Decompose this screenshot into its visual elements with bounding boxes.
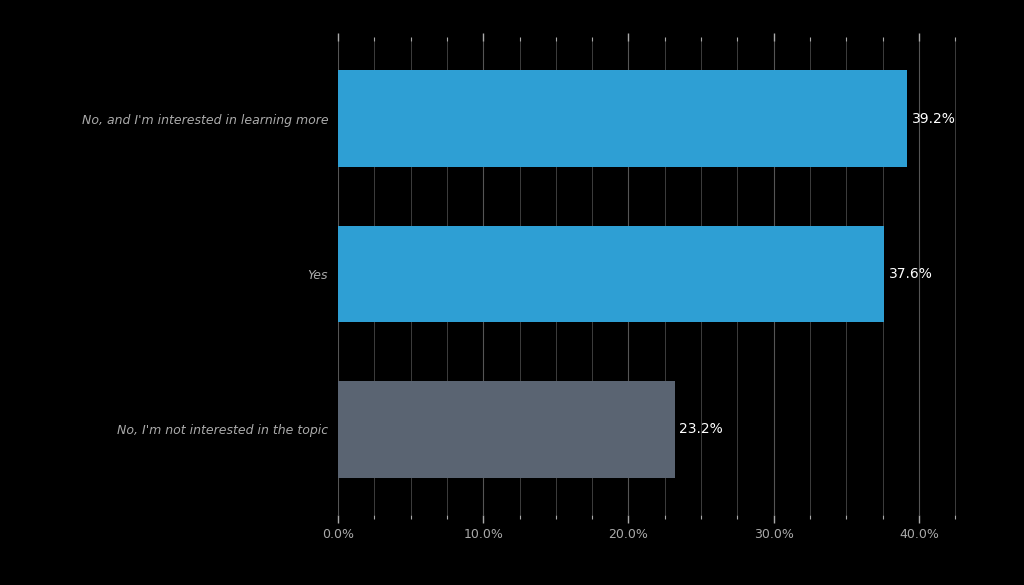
Bar [338,226,884,322]
Text: 39.2%: 39.2% [911,112,955,126]
Bar [338,70,907,167]
Bar [338,381,675,477]
Text: 23.2%: 23.2% [679,422,723,436]
Text: 37.6%: 37.6% [889,267,932,281]
